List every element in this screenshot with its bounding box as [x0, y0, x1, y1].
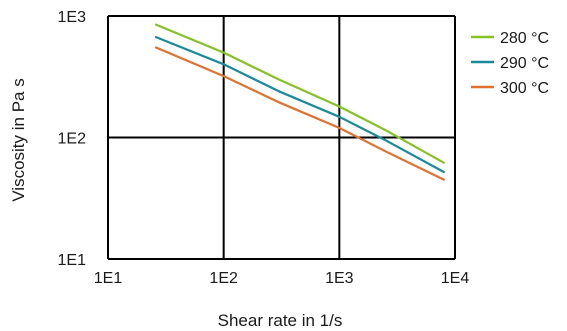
x-tick-label: 1E4: [441, 270, 470, 287]
x-tick-label: 1E3: [325, 270, 354, 287]
y-tick-label: 1E2: [58, 131, 87, 148]
x-axis-label: Shear rate in 1/s: [218, 311, 343, 330]
x-tick-label: 1E1: [94, 270, 123, 287]
y-tick-label: 1E3: [58, 9, 87, 26]
legend-label-1: 290 °C: [500, 55, 549, 72]
y-tick-label: 1E1: [58, 252, 87, 269]
legend-label-2: 300 °C: [500, 80, 549, 97]
grid-lines: [107, 15, 456, 260]
y-axis-ticks: 1E1 1E2 1E3: [58, 9, 87, 269]
series-line-0: [154, 23, 445, 164]
y-axis-label: Viscosity in Pa s: [9, 78, 28, 201]
series-lines: [154, 23, 445, 181]
legend-label-0: 280 °C: [500, 30, 549, 47]
legend: 280 °C 290 °C 300 °C: [471, 30, 549, 97]
series-line-2: [154, 46, 445, 181]
x-axis-ticks: 1E1 1E2 1E3 1E4: [94, 270, 470, 287]
series-line-1: [154, 35, 445, 174]
x-tick-label: 1E2: [209, 270, 238, 287]
